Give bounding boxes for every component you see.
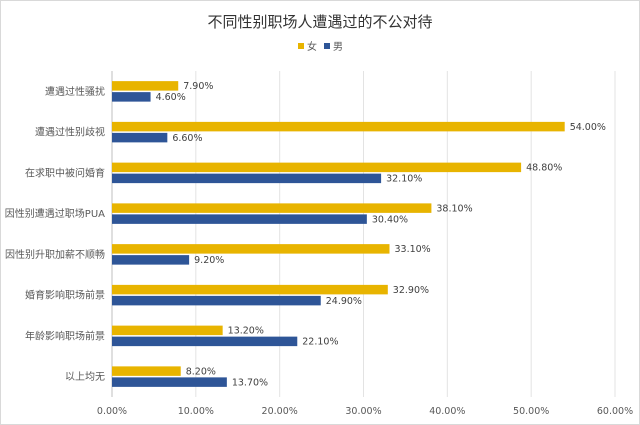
data-label-男-5: 24.90% [326, 296, 362, 307]
data-label-女-1: 54.00% [570, 122, 606, 133]
x-tick-label-1: 10.00% [178, 406, 214, 417]
x-tick-label-4: 40.00% [429, 406, 465, 417]
bar-女-0 [112, 81, 179, 91]
bar-女-5 [112, 284, 388, 295]
data-label-女-3: 38.10% [436, 203, 472, 214]
bar-男-1 [112, 132, 168, 143]
bar-女-3 [112, 203, 432, 213]
category-label-4: 因性别升职加薪不顺畅 [5, 248, 105, 261]
legend-label-1: 男 [333, 41, 343, 53]
category-label-0: 遭遇过性骚扰 [45, 85, 105, 98]
bar-男-3 [112, 214, 367, 224]
bars [112, 81, 565, 387]
gridlines [111, 71, 616, 397]
category-label-7: 以上均无 [65, 371, 105, 383]
category-label-5: 婚育影响职场前景 [25, 289, 105, 302]
data-label-女-6: 13.20% [228, 326, 264, 337]
data-label-男-0: 4.60% [156, 92, 186, 103]
bar-男-2 [112, 173, 382, 184]
data-label-男-4: 9.20% [194, 255, 224, 266]
chart-title: 不同性别职场人遭遇过的不公对待 [207, 13, 432, 31]
data-label-女-7: 8.20% [186, 366, 216, 377]
data-label-男-6: 22.10% [302, 337, 338, 348]
bar-女-1 [112, 121, 565, 132]
data-label-女-0: 7.90% [183, 81, 213, 92]
data-label-女-4: 33.10% [394, 244, 430, 255]
data-label-男-1: 6.60% [172, 133, 202, 144]
x-axis-ticks: 0.00% 10.00% 20.00% 30.00% 40.00% 50.00% 60.00… [97, 406, 633, 417]
x-tick-label-5: 50.00% [513, 406, 549, 417]
bar-男-4 [112, 255, 190, 265]
bar-男-7 [112, 377, 227, 387]
data-label-男-2: 32.10% [386, 174, 422, 185]
bar-男-0 [112, 92, 151, 102]
bar-女-7 [112, 366, 181, 376]
bar-男-5 [112, 295, 321, 306]
legend-swatch-1 [324, 43, 330, 49]
category-label-6: 年龄影响职场前景 [25, 329, 105, 342]
data-label-男-7: 13.70% [232, 377, 268, 388]
data-label-男-3: 30.40% [372, 214, 408, 225]
data-label-女-2: 48.80% [526, 163, 562, 174]
data-label-女-5: 32.90% [393, 285, 429, 296]
x-tick-label-0: 0.00% [97, 406, 127, 417]
category-label-2: 在求职中被问婚育 [25, 166, 105, 179]
bar-男-6 [112, 336, 298, 347]
legend-swatch-0 [298, 43, 304, 49]
x-tick-label-2: 20.00% [262, 406, 298, 417]
x-tick-label-3: 30.00% [345, 406, 381, 417]
bar-女-6 [112, 325, 223, 336]
data-labels: 7.90%4.60% 54.00% 6.60% 48.80% 32.10% 38.10% 3… [156, 81, 606, 388]
legend-label-0: 女 [307, 40, 317, 53]
x-tick-label-6: 60.00% [597, 406, 633, 417]
category-label-1: 遭遇过性别歧视 [35, 126, 105, 139]
bar-女-4 [112, 244, 390, 254]
bar-女-2 [112, 162, 522, 173]
category-label-3: 因性别遭遇过职场PUA [5, 207, 105, 220]
legend: 女男 [298, 40, 343, 53]
